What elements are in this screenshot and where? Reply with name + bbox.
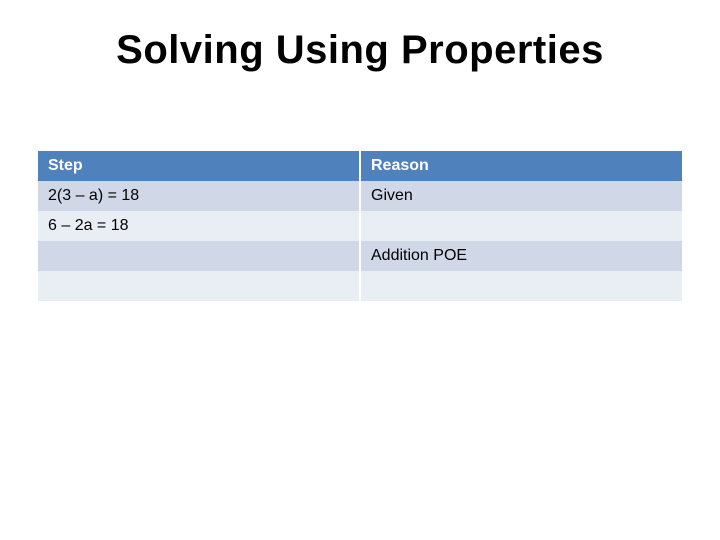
- cell-reason: Addition POE: [360, 241, 682, 271]
- table-row: [38, 271, 682, 301]
- cell-reason: Given: [360, 181, 682, 211]
- slide-title: Solving Using Properties: [38, 28, 682, 73]
- table-header-row: Step Reason: [38, 151, 682, 181]
- slide: Solving Using Properties Step Reason 2(3…: [0, 0, 720, 540]
- cell-step: [38, 271, 360, 301]
- cell-reason: [360, 271, 682, 301]
- column-header-step: Step: [38, 151, 360, 181]
- cell-step: [38, 241, 360, 271]
- table-row: 2(3 – a) = 18 Given: [38, 181, 682, 211]
- table-row: 6 – 2a = 18: [38, 211, 682, 241]
- cell-step: 6 – 2a = 18: [38, 211, 360, 241]
- column-header-reason: Reason: [360, 151, 682, 181]
- cell-reason: [360, 211, 682, 241]
- proof-table: Step Reason 2(3 – a) = 18 Given 6 – 2a =…: [38, 151, 682, 301]
- table-row: Addition POE: [38, 241, 682, 271]
- cell-step: 2(3 – a) = 18: [38, 181, 360, 211]
